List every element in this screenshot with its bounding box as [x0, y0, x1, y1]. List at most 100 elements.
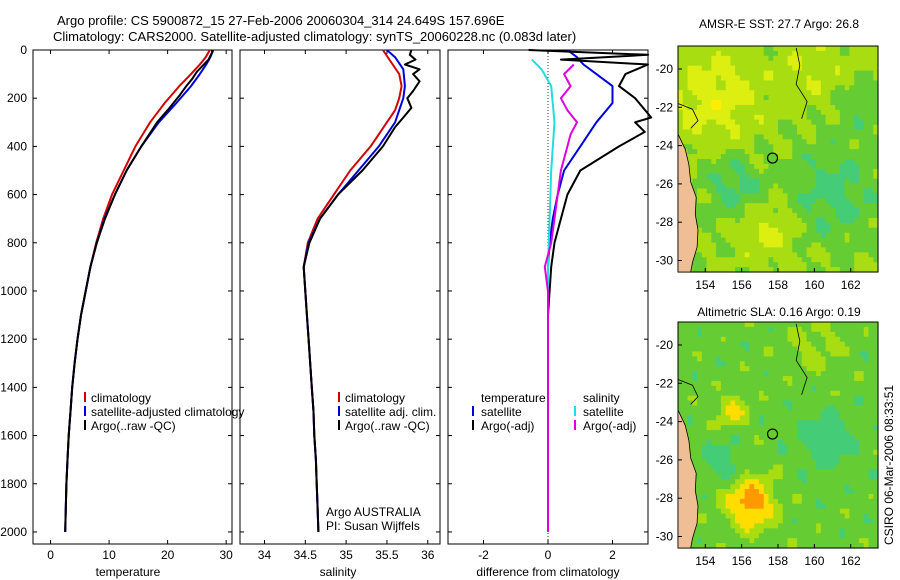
heatmap-cell [854, 188, 860, 194]
heatmap-cell [687, 376, 693, 382]
heatmap-cell [720, 114, 727, 121]
heatmap-cell [778, 493, 784, 500]
heatmap-cell [801, 346, 808, 353]
heatmap-cell [858, 217, 865, 224]
heatmap-cell [816, 395, 822, 402]
heatmap-cell [782, 390, 789, 397]
heatmap-cell [787, 336, 793, 343]
heatmap-cell [758, 100, 765, 106]
heatmap-cell [806, 380, 812, 387]
heatmap-cell [792, 420, 798, 426]
heatmap-cell [768, 459, 774, 466]
heatmap-cell [758, 415, 765, 421]
heatmap-cell [768, 247, 774, 253]
heatmap-cell [720, 183, 727, 190]
x-tick-label: 36 [421, 548, 435, 562]
heatmap-cell [778, 242, 784, 249]
heatmap-cell [706, 203, 712, 209]
heatmap-cell [811, 454, 817, 461]
heatmap-cell [730, 366, 736, 372]
heatmap-cell [830, 464, 836, 470]
heatmap-cell [825, 60, 831, 67]
heatmap-cell [811, 217, 817, 224]
heatmap-cell [754, 415, 760, 421]
heatmap-cell [697, 361, 703, 367]
heatmap-cell [678, 395, 684, 402]
heatmap-cell [868, 484, 874, 490]
heatmap-cell [735, 449, 741, 456]
heatmap-cell [768, 356, 774, 362]
heatmap-cell [835, 188, 841, 194]
heatmap-cell [730, 459, 736, 466]
heatmap-cell [711, 444, 717, 451]
heatmap-cell [868, 109, 874, 116]
heatmap-cell [692, 183, 698, 190]
heatmap-cell [706, 523, 712, 529]
difference-legend: temperature satellite Argo(-adj) salinit… [472, 391, 636, 433]
heatmap-cell [854, 484, 860, 490]
heatmap-cell [858, 50, 865, 57]
heatmap-cell [811, 385, 817, 392]
heatmap-cell [830, 208, 836, 214]
heatmap-cell [782, 95, 789, 101]
heatmap-cell [711, 232, 717, 239]
heatmap-cell [835, 163, 841, 170]
heatmap-cell [730, 217, 736, 224]
heatmap-cell [806, 523, 812, 529]
heatmap-cell [787, 90, 793, 96]
y-tick-label: -22 [656, 376, 674, 390]
heatmap-cell [730, 390, 736, 397]
heatmap-cell [744, 410, 751, 416]
heatmap-cell [730, 65, 736, 72]
heatmap-cell [778, 85, 784, 91]
heatmap-cell [735, 469, 741, 475]
heatmap-cell [711, 538, 717, 544]
heatmap-cell [697, 331, 703, 338]
heatmap-cell [701, 444, 708, 451]
heatmap-cell [754, 484, 760, 490]
heatmap-cell [778, 50, 784, 57]
heatmap-cell [844, 444, 851, 451]
heatmap-cell [773, 425, 779, 431]
heatmap-cell [868, 154, 874, 160]
heatmap-cell [782, 154, 789, 160]
heatmap-cell [849, 227, 855, 234]
heatmap-cell [749, 518, 755, 525]
heatmap-cell [778, 163, 784, 170]
heatmap-cell [830, 178, 836, 185]
heatmap-cell [744, 489, 751, 495]
heatmap-cell [811, 405, 817, 412]
heatmap-cell [716, 326, 722, 333]
heatmap-cell [873, 366, 879, 372]
heatmap-cell [744, 178, 751, 185]
heatmap-cell [863, 60, 870, 67]
heatmap-cell [811, 198, 817, 204]
heatmap-cell [778, 90, 784, 96]
heatmap-cell [763, 356, 770, 362]
heatmap-cell [754, 139, 760, 145]
heatmap-cell [730, 247, 736, 253]
heatmap-cell [806, 237, 812, 244]
heatmap-cell [768, 173, 774, 180]
legend-label: Argo(-adj) [481, 419, 534, 433]
heatmap-cell [716, 385, 722, 392]
heatmap-cell [778, 543, 784, 549]
heatmap-cell [735, 85, 741, 91]
heatmap-cell [844, 149, 851, 155]
heatmap-cell [825, 149, 831, 155]
heatmap-cell [797, 129, 803, 136]
heatmap-cell [849, 425, 855, 431]
heatmap-cell [849, 518, 855, 525]
heatmap-cell [778, 227, 784, 234]
heatmap-cell [868, 371, 874, 377]
heatmap-cell [849, 346, 855, 353]
heatmap-cell [687, 410, 693, 416]
heatmap-cell [782, 139, 789, 145]
heatmap-cell [825, 178, 831, 185]
heatmap-cell [820, 528, 827, 534]
heatmap-cell [701, 262, 708, 268]
heatmap-cell [744, 430, 751, 436]
heatmap-cell [868, 237, 874, 244]
heatmap-cell [806, 65, 812, 72]
heatmap-cell [697, 119, 703, 126]
